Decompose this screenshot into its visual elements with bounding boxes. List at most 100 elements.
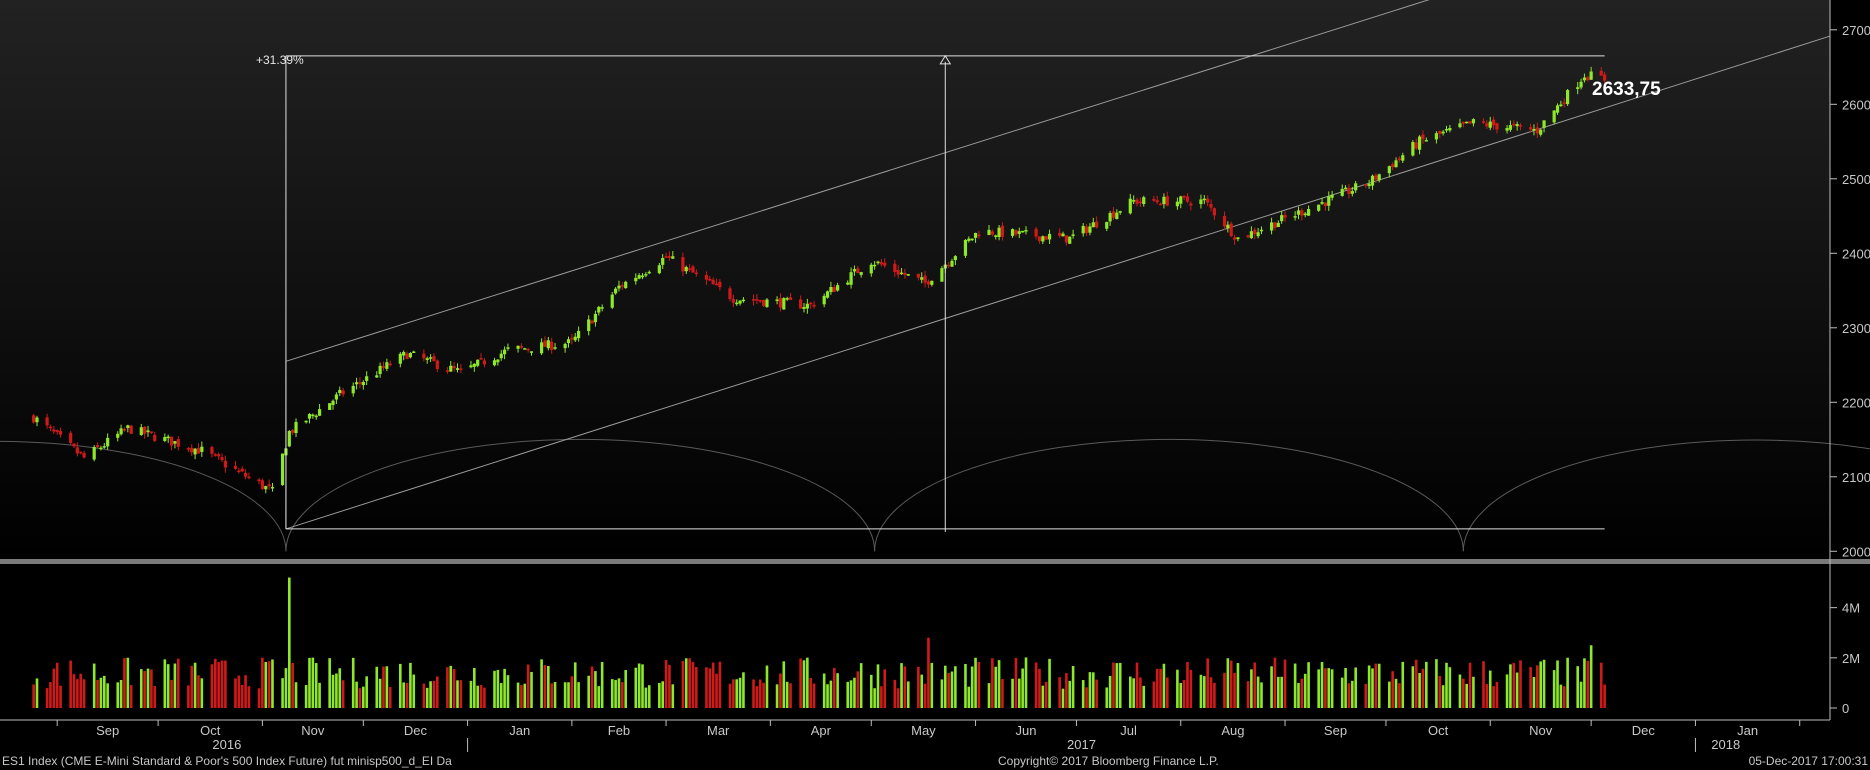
candle-body	[846, 282, 850, 285]
volume-bar	[1576, 666, 1580, 708]
volume-bar	[261, 657, 264, 708]
volume-bar	[799, 658, 802, 708]
volume-bar	[402, 682, 405, 708]
volume-bar	[617, 678, 621, 708]
footer-copyright: Copyright© 2017 Bloomberg Finance L.P.	[998, 754, 1219, 768]
volume-bar	[836, 673, 839, 708]
volume-bar	[496, 669, 500, 708]
candle-body	[1293, 216, 1297, 218]
volume-bar	[1556, 660, 1559, 708]
volume-bar	[943, 665, 947, 708]
volume-bar	[102, 675, 106, 708]
volume-bar	[1236, 663, 1240, 708]
candle-body	[1518, 125, 1523, 127]
candle-body	[573, 336, 577, 341]
volume-bar	[1021, 668, 1024, 708]
volume-bar	[752, 679, 755, 708]
volume-bar	[859, 663, 863, 708]
volume-bar	[271, 659, 274, 708]
volume-bar	[200, 678, 204, 708]
measure-tool	[285, 54, 1605, 532]
candle-body	[1566, 90, 1570, 105]
volume-bar	[1273, 657, 1277, 708]
candle-body	[735, 302, 739, 305]
volume-bar	[920, 674, 924, 708]
volume-bar	[1135, 662, 1139, 708]
candle-body	[354, 382, 359, 385]
volume-bar	[294, 682, 298, 708]
volume-panel-background	[0, 564, 1830, 720]
candle-body	[624, 281, 628, 289]
volume-bar	[382, 666, 385, 708]
volume-bar	[1058, 677, 1061, 708]
candle-body	[546, 340, 550, 349]
candle-body	[1542, 120, 1546, 128]
volume-bar	[1297, 683, 1300, 708]
volume-bar	[1448, 667, 1452, 708]
candle-body	[1421, 134, 1425, 140]
volume-bar	[499, 683, 503, 708]
candle-body	[1014, 230, 1018, 235]
volume-bar	[1599, 662, 1603, 708]
candle-body	[307, 413, 312, 419]
volume-bar	[1162, 663, 1166, 708]
month-label: Oct	[200, 723, 221, 738]
volume-bar	[126, 657, 130, 708]
candle-body	[947, 264, 951, 267]
volume-bar	[587, 675, 590, 708]
candle-body	[496, 359, 500, 363]
candle-body	[997, 227, 1001, 237]
candle-body	[587, 319, 591, 332]
candle-body	[52, 429, 56, 432]
candle-body	[341, 390, 345, 395]
volume-bar	[1307, 662, 1310, 708]
volume-bar	[637, 663, 641, 708]
candle-body	[375, 375, 379, 378]
candle-body	[1414, 142, 1418, 149]
candle-body	[802, 307, 806, 309]
volume-bar	[1199, 674, 1203, 708]
volume-bar	[153, 686, 157, 708]
candle-body	[351, 385, 355, 394]
volume-bar	[1482, 661, 1485, 708]
volume-bar	[1176, 669, 1179, 708]
candle-body	[1175, 201, 1179, 207]
price-tick-label: 2500	[1842, 172, 1870, 187]
month-label: Dec	[404, 723, 428, 738]
candle-body	[708, 278, 712, 281]
volume-bar	[597, 686, 601, 708]
volume-bar	[1472, 676, 1475, 708]
candle-body	[953, 256, 957, 261]
volume-bar	[1112, 662, 1115, 708]
candle-body	[1206, 198, 1210, 203]
volume-bar	[1246, 681, 1250, 708]
candle-body	[1138, 201, 1142, 204]
candle-body	[1306, 209, 1311, 216]
candle-body	[778, 298, 783, 308]
volume-bar	[1277, 676, 1280, 708]
candle-body	[75, 447, 79, 454]
candle-body	[129, 425, 133, 434]
volume-bar	[738, 677, 742, 708]
volume-bar	[237, 675, 241, 708]
volume-bar	[809, 678, 813, 708]
candle-body	[1579, 81, 1583, 88]
volume-bar	[240, 685, 244, 708]
volume-bar	[869, 674, 873, 708]
candle-body	[55, 430, 59, 432]
candle-body	[1128, 198, 1132, 214]
volume-bar	[940, 679, 944, 708]
volume-bar	[900, 663, 903, 708]
volume-bar	[1260, 682, 1263, 708]
candle-body	[385, 362, 389, 369]
volume-bar	[1391, 671, 1394, 708]
volume-bar	[99, 677, 103, 708]
candle-body	[72, 443, 76, 447]
candle-body	[1343, 187, 1348, 190]
volume-bar	[197, 675, 200, 708]
volume-bar	[341, 680, 345, 708]
candle-body	[267, 484, 271, 487]
candle-body	[647, 271, 651, 274]
price-axis: 2000 2100 2200 2300 2400 2500 2600 2700	[1830, 23, 1870, 559]
candle-body	[751, 299, 756, 301]
